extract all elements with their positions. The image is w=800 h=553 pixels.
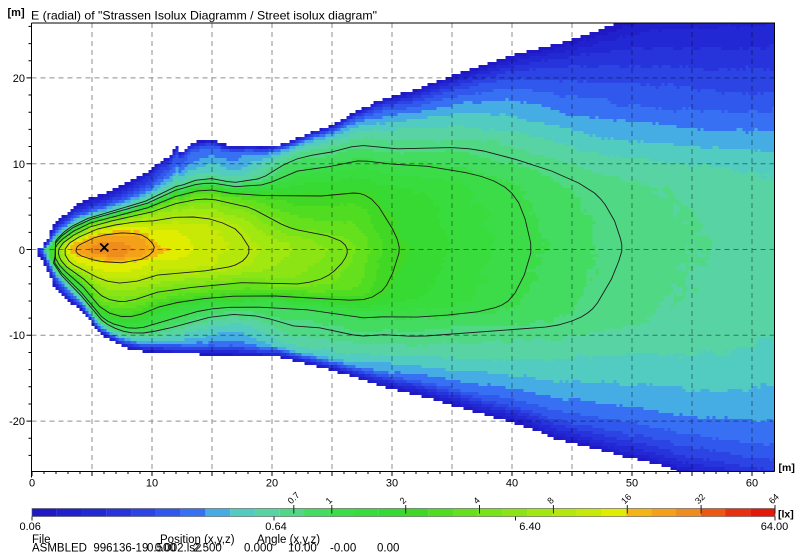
svg-text:8: 8 [545,495,556,506]
svg-text:File: File [32,534,51,546]
svg-text:-10: -10 [9,330,25,342]
svg-text:20: 20 [13,73,25,85]
svg-text:0: 0 [19,245,25,257]
svg-text:[m]: [m] [779,462,795,474]
svg-text:64.00: 64.00 [761,521,789,533]
svg-text:Angle (x,y,z): Angle (x,y,z) [257,534,320,546]
svg-text:2: 2 [398,495,409,506]
svg-text:0.06: 0.06 [20,521,41,533]
svg-text:30: 30 [386,478,398,490]
svg-text:10.00: 10.00 [288,542,317,553]
svg-text:20: 20 [266,478,278,490]
svg-text:40: 40 [506,478,518,490]
svg-text:-20: -20 [9,416,25,428]
svg-text:0: 0 [29,478,35,490]
svg-text:4: 4 [471,495,482,506]
svg-text:60: 60 [746,478,758,490]
svg-text:0.00: 0.00 [377,542,399,553]
svg-text:0.64: 0.64 [265,521,286,533]
svg-text:10: 10 [146,478,158,490]
svg-text:2.500: 2.500 [193,542,222,553]
svg-text:-0.00: -0.00 [330,542,356,553]
svg-text:ASMBLED_996136-19_0.002.ls2: ASMBLED_996136-19_0.002.ls2 [32,542,201,553]
svg-text:6.40: 6.40 [519,521,540,533]
svg-text:[lx]: [lx] [778,509,794,521]
svg-text:E (radial) of "Strassen Isolux: E (radial) of "Strassen Isolux Diagramm … [31,9,377,23]
svg-text:[m]: [m] [8,7,25,19]
svg-text:0.000: 0.000 [244,542,273,553]
svg-text:1: 1 [324,495,335,506]
svg-text:0.500: 0.500 [147,542,176,553]
svg-text:10: 10 [13,159,25,171]
svg-text:50: 50 [626,478,638,490]
svg-text:Position (x,y,z): Position (x,y,z) [160,534,235,546]
